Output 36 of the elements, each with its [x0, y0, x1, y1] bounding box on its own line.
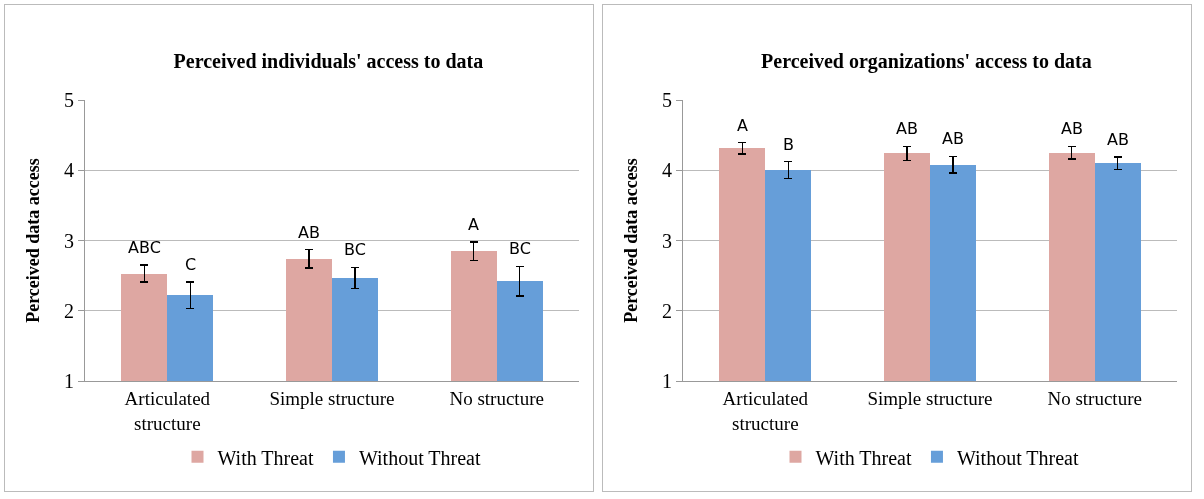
- data-label: AB: [298, 223, 320, 242]
- data-label: AB: [942, 129, 964, 148]
- data-label: AB: [1061, 119, 1083, 138]
- x-tick-label: Simple structure: [269, 387, 395, 409]
- y-axis-title: Perceived data access: [23, 158, 43, 323]
- legend-label: Without Threat: [358, 446, 481, 469]
- chart-title: Perceived organizations' access to data: [761, 49, 1092, 73]
- x-tick-label: No structure: [449, 387, 544, 409]
- y-tick-label: 4: [64, 159, 74, 182]
- data-label: AB: [896, 119, 918, 138]
- data-label: BC: [509, 239, 531, 258]
- y-tick-label: 3: [64, 229, 74, 252]
- y-tick-label: 2: [64, 299, 74, 322]
- y-tick-label: 5: [662, 89, 672, 111]
- x-tick-label: Articulated structure: [124, 387, 211, 434]
- data-label: A: [468, 215, 479, 234]
- chart-title: Perceived individuals' access to data: [173, 49, 484, 72]
- x-tick-label: Articulated structure: [722, 387, 809, 434]
- data-label: C: [185, 255, 197, 274]
- legend-label: Without Threat: [956, 446, 1079, 469]
- x-tick-label: Simple structure: [867, 387, 993, 409]
- data-label: B: [783, 135, 794, 154]
- y-tick-label: 4: [662, 159, 672, 182]
- y-tick-label: 3: [662, 229, 672, 252]
- data-label: A: [737, 116, 748, 135]
- y-tick-label: 2: [662, 299, 672, 322]
- data-label: ABC: [128, 238, 161, 257]
- y-tick-label: 5: [64, 89, 74, 111]
- y-tick-label: 1: [64, 370, 74, 392]
- x-tick-label: No structure: [1047, 387, 1142, 409]
- legend-label: With Threat: [815, 446, 912, 469]
- y-axis-title: Perceived data access: [621, 158, 641, 323]
- legend-label: With Threat: [217, 446, 314, 469]
- y-tick-label: 1: [662, 370, 672, 392]
- data-label: AB: [1107, 130, 1129, 149]
- data-label: BC: [344, 240, 366, 259]
